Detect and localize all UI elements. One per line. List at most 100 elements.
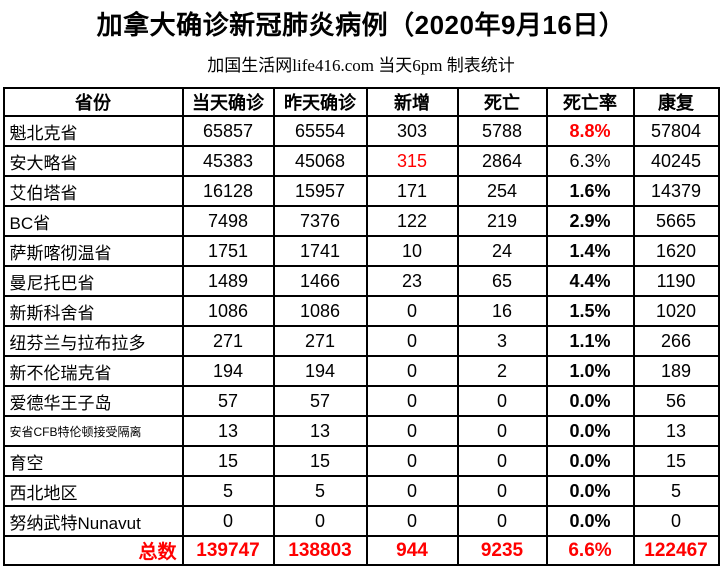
value-cell: 0.0%	[545, 445, 635, 477]
value-cell: 0	[365, 385, 459, 417]
table-row: 努纳武特Nunavut 0 0 0 0 0.0% 0	[2, 505, 720, 537]
table-row: 萨斯喀彻温省 1751 1741 10 24 1.4% 1620	[2, 235, 720, 267]
subtitle: 加国生活网life416.com 当天6pm 制表统计	[207, 56, 515, 75]
value-cell: 6.6%	[545, 535, 635, 566]
value-cell: 219	[456, 205, 548, 237]
value-cell: 171	[365, 175, 459, 207]
value-cell: 0	[365, 415, 459, 447]
value-cell: 56	[632, 385, 720, 417]
value-cell: 1.6%	[545, 175, 635, 207]
value-cell: 254	[456, 175, 548, 207]
value-cell: 944	[365, 535, 459, 566]
value-cell: 0.0%	[545, 475, 635, 507]
value-cell: 14379	[632, 175, 720, 207]
table-row: 爱德华王子岛 57 57 0 0 0.0% 56	[2, 385, 720, 417]
value-cell: 8.8%	[545, 115, 635, 147]
value-cell: 16	[456, 295, 548, 327]
province-cell: 安大略省	[2, 145, 184, 177]
table-row: 曼尼托巴省 1489 1466 23 65 4.4% 1190	[2, 265, 720, 297]
table-row: 安省CFB特伦顿接受隔离 13 13 0 0 0.0% 13	[2, 415, 720, 447]
value-cell: 5665	[632, 205, 720, 237]
value-cell: 1620	[632, 235, 720, 267]
value-cell: 7376	[272, 205, 368, 237]
table-row: 安大略省 45383 45068 315 2864 6.3% 40245	[2, 145, 720, 177]
value-cell: 1.5%	[545, 295, 635, 327]
value-cell: 0	[181, 505, 275, 537]
province-cell: 总数	[2, 535, 184, 566]
value-cell: 13	[632, 415, 720, 447]
value-cell: 138803	[272, 535, 368, 566]
value-cell: 303	[365, 115, 459, 147]
page-title: 加拿大确诊新冠肺炎病例（2020年9月16日）	[96, 10, 626, 40]
value-cell: 4.4%	[545, 265, 635, 297]
province-cell: 艾伯塔省	[2, 175, 184, 207]
table-row: 新斯科舍省 1086 1086 0 16 1.5% 1020	[2, 295, 720, 327]
total-row: 总数 139747 138803 944 9235 6.6% 122467	[2, 535, 720, 566]
value-cell: 45383	[181, 145, 275, 177]
value-cell: 65	[456, 265, 548, 297]
value-cell: 1.1%	[545, 325, 635, 357]
table-row: 西北地区 5 5 0 0 0.0% 5	[2, 475, 720, 507]
value-cell: 0	[456, 475, 548, 507]
value-cell: 16128	[181, 175, 275, 207]
table-row: 新不伦瑞克省 194 194 0 2 1.0% 189	[2, 355, 720, 387]
value-cell: 5	[272, 475, 368, 507]
province-cell: BC省	[2, 205, 184, 237]
value-cell: 2864	[456, 145, 548, 177]
value-cell: 0	[365, 295, 459, 327]
province-cell: 曼尼托巴省	[2, 265, 184, 297]
value-cell: 2	[456, 355, 548, 387]
value-cell: 0	[456, 505, 548, 537]
value-cell: 122467	[632, 535, 720, 566]
value-cell: 57	[181, 385, 275, 417]
value-cell: 0.0%	[545, 505, 635, 537]
value-cell: 0	[365, 355, 459, 387]
table-row: 艾伯塔省 16128 15957 171 254 1.6% 14379	[2, 175, 720, 207]
value-cell: 194	[272, 355, 368, 387]
value-cell: 1466	[272, 265, 368, 297]
value-cell: 10	[365, 235, 459, 267]
value-cell: 1020	[632, 295, 720, 327]
value-cell: 40245	[632, 145, 720, 177]
value-cell: 13	[181, 415, 275, 447]
province-cell: 爱德华王子岛	[2, 385, 184, 417]
province-cell: 努纳武特Nunavut	[2, 505, 184, 537]
value-cell: 0	[456, 385, 548, 417]
value-cell: 189	[632, 355, 720, 387]
value-cell: 1741	[272, 235, 368, 267]
value-cell: 122	[365, 205, 459, 237]
table-row: 育空 15 15 0 0 0.0% 15	[2, 445, 720, 477]
value-cell: 1.4%	[545, 235, 635, 267]
value-cell: 2.9%	[545, 205, 635, 237]
value-cell: 0	[365, 445, 459, 477]
value-cell: 1751	[181, 235, 275, 267]
column-header: 死亡	[456, 87, 548, 117]
value-cell: 15	[272, 445, 368, 477]
column-header: 当天确诊	[181, 87, 275, 117]
value-cell: 194	[181, 355, 275, 387]
page: 加拿大确诊新冠肺炎病例（2020年9月16日） 加国生活网life416.com…	[2, 10, 720, 566]
table-body: 魁北克省 65857 65554 303 5788 8.8% 57804 安大略省 45383 4…	[2, 115, 720, 566]
table-row: BC省 7498 7376 122 219 2.9% 5665	[2, 205, 720, 237]
province-cell: 魁北克省	[2, 115, 184, 147]
province-cell: 萨斯喀彻温省	[2, 235, 184, 267]
column-header: 省份	[2, 87, 184, 117]
value-cell: 24	[456, 235, 548, 267]
province-cell: 安省CFB特伦顿接受隔离	[2, 415, 184, 447]
value-cell: 0.0%	[545, 415, 635, 447]
value-cell: 57	[272, 385, 368, 417]
value-cell: 23	[365, 265, 459, 297]
value-cell: 1086	[181, 295, 275, 327]
value-cell: 315	[365, 145, 459, 177]
value-cell: 0	[365, 325, 459, 357]
value-cell: 9235	[456, 535, 548, 566]
value-cell: 15	[181, 445, 275, 477]
header-row: 省份 当天确诊 昨天确诊 新增 死亡 死亡率 康复	[2, 87, 720, 117]
value-cell: 65857	[181, 115, 275, 147]
value-cell: 57804	[632, 115, 720, 147]
value-cell: 15957	[272, 175, 368, 207]
value-cell: 0	[456, 445, 548, 477]
value-cell: 5	[632, 475, 720, 507]
province-cell: 新不伦瑞克省	[2, 355, 184, 387]
value-cell: 271	[181, 325, 275, 357]
